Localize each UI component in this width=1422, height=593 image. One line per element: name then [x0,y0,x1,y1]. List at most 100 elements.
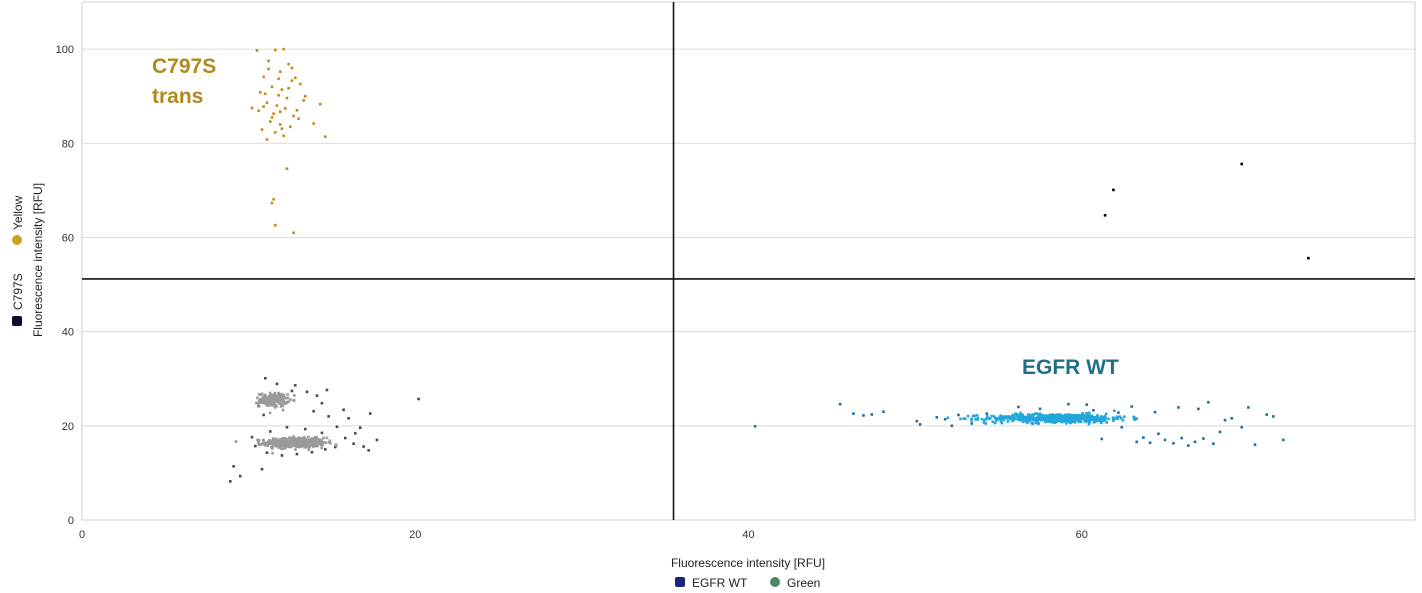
point-s5-c0-374 [1048,420,1052,424]
point-s3-c1-36 [285,400,289,404]
point-s3-c1-144 [259,397,262,401]
point-s5-c0-233 [975,414,979,417]
point-s3-c0-298 [324,441,328,445]
point-s2-22 [375,438,379,442]
point-s3-c0-430 [297,436,301,440]
point-s5-c0-236 [1068,414,1071,418]
point-s5-c0-167 [990,414,994,418]
point-s5-c0-437 [1096,414,1099,417]
point-s5-c0-445 [1067,418,1071,422]
point-s3-c0-452 [278,445,282,449]
point-s4-7 [918,423,922,426]
point-s5-c0-500 [1031,416,1034,420]
point-s3-c1-132 [279,405,283,408]
point-s2-4 [263,376,267,380]
point-s5-c0-328 [985,414,989,418]
point-s5-c0-481 [985,416,989,420]
point-s5-c0-428 [1052,419,1055,423]
point-s2-31 [268,430,272,433]
point-s5-c0-203 [1113,409,1116,413]
point-s5-c0-53 [993,421,997,425]
point-s3-c0-428 [263,441,267,445]
point-s4-35 [1247,406,1250,409]
point-s3-c0-400 [301,439,305,443]
point-s0-16 [275,104,279,107]
point-s5-c0-510 [993,415,996,418]
point-s4-12 [970,422,974,425]
point-s2-20 [362,445,365,448]
point-s5-c0-491 [1045,414,1048,418]
point-s3-c0-454 [275,437,279,441]
point-s5-c0-501 [1089,416,1092,419]
point-s5-c0-494 [1104,412,1108,416]
point-s5-c0-461 [999,418,1003,421]
point-s5-c0-174 [1086,412,1089,416]
point-s3-c0-354 [313,443,317,447]
point-s2-16 [368,412,372,415]
point-s0-47 [290,66,294,70]
point-s5-c0-422 [1087,414,1090,418]
point-s3-c1-169 [281,408,285,412]
point-s5-c0-195 [1116,417,1120,420]
point-s4-28 [1187,444,1190,447]
point-s5-c0-398 [1081,416,1084,420]
x-legend: EGFR WT Green [675,576,820,590]
point-s3-c0-372 [321,443,324,447]
point-s4-40 [1207,400,1210,404]
point-s3-c0-472 [279,440,283,443]
point-s5-c0-335 [1066,415,1070,419]
point-s5-c0-294 [1105,421,1109,424]
point-s3-c0-367 [289,442,293,446]
point-s4-48 [1067,402,1070,406]
point-s5-c0-266 [1132,417,1136,421]
point-s5-c0-462 [997,417,1001,421]
point-s3-c0-445 [317,438,321,442]
point-s3-c0-382 [307,448,311,452]
point-s3-c0-412 [311,437,314,440]
point-s0-23 [278,123,282,126]
point-s5-c0-511 [1008,416,1012,419]
point-s5-c0-519 [1070,414,1074,417]
point-s3-c0-349 [328,439,332,443]
point-s3-c1-118 [271,400,275,404]
point-s5-c0-323 [1099,415,1103,418]
point-s5-c0-434 [1098,419,1102,423]
point-s5-c0-503 [1088,420,1091,424]
point-s3-c0-284 [262,440,266,443]
point-s4-41 [1197,407,1200,411]
x-tick-label-20: 20 [409,529,421,541]
point-s4-2 [852,412,855,415]
point-s5-c0-389 [1011,419,1015,423]
point-s5-c0-405 [1102,417,1105,421]
point-s5-c0-375 [1046,416,1049,420]
point-s5-c0-447 [1056,419,1060,422]
point-s5-c0-298 [1012,413,1015,417]
point-s4-1 [838,402,842,406]
point-s4-0 [753,424,757,428]
point-s0-40 [285,167,289,171]
point-s3-c0-244 [268,439,271,442]
point-s3-c0-389 [311,445,315,448]
point-s3-c1-130 [267,401,271,405]
point-s0-21 [297,117,300,121]
point-s2-12 [327,415,330,418]
point-s3-c0-189 [257,438,261,442]
point-s0-13 [285,96,289,100]
point-s3-c0-461 [270,439,274,443]
point-s4-43 [1177,406,1180,409]
point-s4-38 [1272,415,1275,418]
point-s3-c0-351 [291,438,294,442]
point-s3-c1-147 [289,398,292,401]
point-s3-c1-142 [262,401,266,405]
point-s5-c0-509 [1070,417,1073,420]
point-s3-c0-513 [289,440,293,444]
point-s2-26 [295,452,299,456]
point-s3-c1-153 [286,393,289,396]
point-s5-c0-506 [1065,422,1068,425]
point-s0-36 [287,86,290,90]
point-s5-c0-346 [1093,420,1097,424]
point-s3-c1-107 [287,400,291,403]
point-s5-c0-424 [1051,414,1054,417]
point-s3-c1-100 [264,398,268,402]
point-s0-0 [255,49,259,52]
